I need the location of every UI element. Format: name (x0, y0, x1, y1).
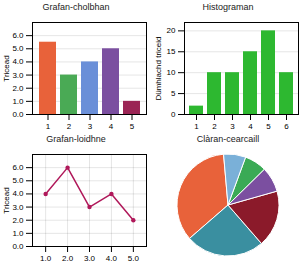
svg-text:5.0: 5.0 (12, 176, 24, 185)
svg-text:2: 2 (67, 122, 72, 131)
svg-text:10: 10 (167, 68, 176, 77)
svg-text:5: 5 (266, 122, 271, 131)
svg-text:3: 3 (230, 122, 235, 131)
svg-text:20: 20 (167, 26, 176, 35)
svg-text:5: 5 (171, 89, 176, 98)
svg-text:Tricead: Tricead (2, 187, 11, 213)
svg-text:3.0: 3.0 (84, 254, 96, 263)
svg-text:3.0: 3.0 (12, 71, 24, 80)
svg-text:Tricead: Tricead (2, 55, 11, 81)
svg-text:4.0: 4.0 (106, 254, 118, 263)
svg-text:1.0: 1.0 (12, 97, 24, 106)
svg-text:4: 4 (109, 122, 114, 131)
svg-text:1.0: 1.0 (12, 229, 24, 238)
svg-text:0.0: 0.0 (12, 110, 24, 119)
svg-text:3.0: 3.0 (12, 203, 24, 212)
svg-text:0.0: 0.0 (12, 242, 24, 251)
svg-text:4: 4 (248, 122, 253, 131)
svg-text:15: 15 (167, 47, 176, 56)
svg-text:2.0: 2.0 (12, 216, 24, 225)
svg-text:6: 6 (284, 122, 289, 131)
svg-text:6.0: 6.0 (12, 31, 24, 40)
svg-text:5: 5 (130, 122, 135, 131)
svg-text:1.0: 1.0 (40, 254, 52, 263)
svg-text:4.0: 4.0 (12, 189, 24, 198)
svg-text:Dümhlachd triceid: Dümhlachd triceid (154, 36, 163, 100)
svg-text:2: 2 (212, 122, 217, 131)
svg-text:0: 0 (171, 110, 176, 119)
html-text:Clàran-cearcaill: Clàran-cearcaill (196, 134, 260, 144)
svg-text:2.0: 2.0 (12, 84, 24, 93)
svg-text:2.0: 2.0 (62, 254, 74, 263)
svg-text:5.0: 5.0 (12, 44, 24, 53)
svg-text:1: 1 (46, 122, 51, 131)
html-text:Grafan-loidhne: Grafan-loidhne (46, 134, 106, 144)
html-text:Histograman: Histograman (202, 2, 254, 12)
svg-text:4.0: 4.0 (12, 57, 24, 66)
svg-text:6.0: 6.0 (12, 163, 24, 172)
svg-text:5.0: 5.0 (128, 254, 140, 263)
html-text:Grafan-cholbhan: Grafan-cholbhan (42, 2, 110, 12)
svg-text:3: 3 (88, 122, 93, 131)
svg-text:1: 1 (194, 122, 199, 131)
